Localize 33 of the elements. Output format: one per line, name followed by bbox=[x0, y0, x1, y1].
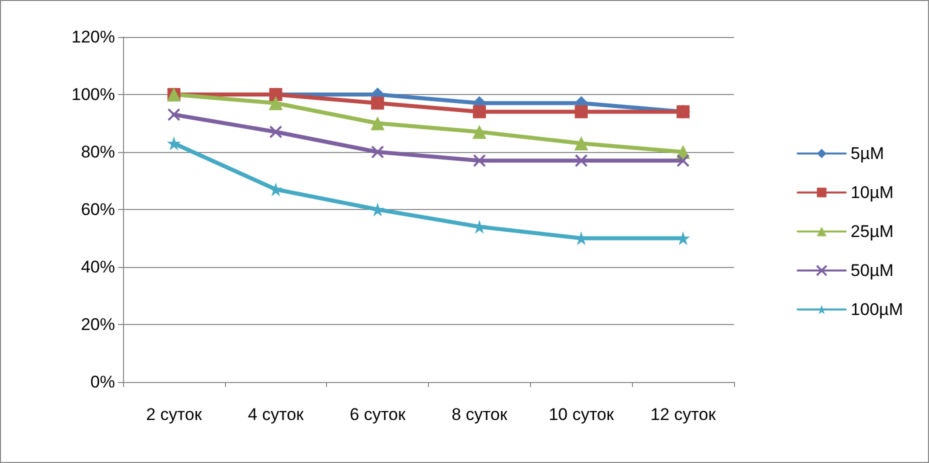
point bbox=[371, 146, 384, 158]
y-tick-label: 20% bbox=[80, 315, 115, 334]
x-tick-label: 4 суток bbox=[248, 405, 304, 424]
y-tick-label: 100% bbox=[72, 85, 115, 104]
x-tick-label: 12 суток bbox=[650, 405, 716, 424]
point bbox=[472, 154, 486, 168]
y-tick-label: 0% bbox=[90, 372, 115, 392]
point bbox=[167, 108, 180, 122]
x-tick-label: 6 суток bbox=[350, 405, 406, 424]
y-tick-label: 120% bbox=[72, 28, 115, 46]
legend-label: 50µM bbox=[850, 261, 894, 280]
legend-label: 100µM bbox=[850, 300, 904, 319]
x-tick-label: 8 суток bbox=[452, 405, 508, 424]
y-tick-label: 60% bbox=[80, 200, 115, 219]
legend-label: 25µM bbox=[850, 222, 894, 241]
y-tick-label: 80% bbox=[80, 142, 115, 162]
point bbox=[166, 136, 181, 150]
point bbox=[371, 96, 384, 110]
legend-label: 10µM bbox=[850, 183, 894, 202]
point bbox=[269, 125, 282, 138]
point bbox=[268, 182, 283, 196]
point bbox=[268, 96, 283, 110]
point bbox=[574, 154, 588, 168]
point bbox=[472, 105, 486, 118]
legend-label: 5µM bbox=[850, 144, 884, 163]
point bbox=[574, 136, 588, 150]
point bbox=[574, 105, 588, 118]
x-tick-label: 10 суток bbox=[548, 405, 614, 424]
point bbox=[676, 154, 690, 168]
point bbox=[370, 116, 385, 130]
y-tick-label: 40% bbox=[80, 258, 115, 276]
x-tick-label: 2 суток bbox=[146, 405, 202, 424]
point bbox=[472, 124, 486, 139]
